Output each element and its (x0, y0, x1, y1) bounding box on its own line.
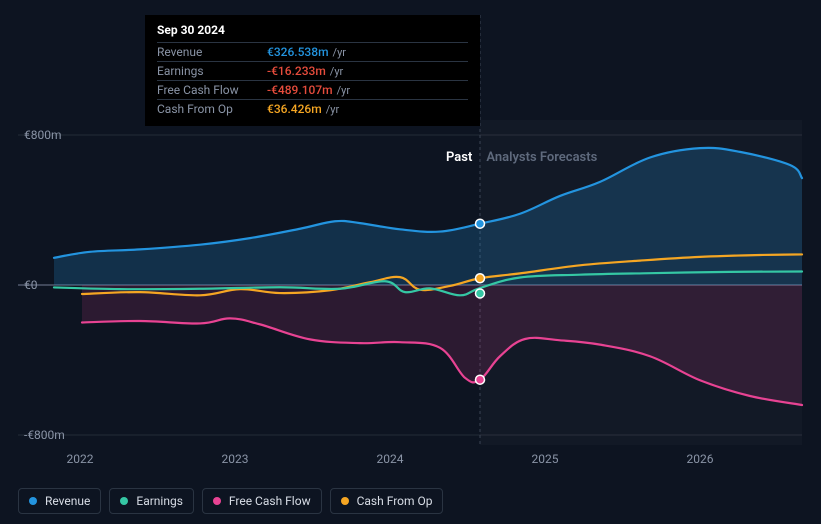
legend-item-earnings[interactable]: Earnings (109, 488, 194, 514)
legend-item-label: Cash From Op (357, 494, 433, 508)
y-tick: €0 (24, 278, 38, 292)
tooltip-row-unit: /yr (326, 103, 339, 116)
x-tick: 2022 (67, 452, 94, 466)
tooltip-row-label: Cash From Op (157, 102, 267, 116)
tooltip-row-unit: /yr (337, 84, 350, 97)
legend-item-revenue[interactable]: Revenue (18, 488, 101, 514)
tooltip-row: Earnings-€16.233m/yr (157, 61, 468, 80)
tooltip-row-value: €36.426m (267, 102, 322, 116)
x-tick: 2024 (377, 452, 404, 466)
legend-dot-icon (120, 497, 128, 505)
legend-item-label: Earnings (136, 494, 183, 508)
tooltip-row-label: Free Cash Flow (157, 83, 267, 97)
tooltip-row: Cash From Op€36.426m/yr (157, 99, 468, 118)
tooltip-row-unit: /yr (330, 65, 343, 78)
legend-item-cfo[interactable]: Cash From Op (330, 488, 444, 514)
tooltip-row: Revenue€326.538m/yr (157, 42, 468, 61)
y-tick: -€800m (24, 428, 65, 442)
section-labels: Past Analysts Forecasts (446, 150, 597, 165)
tooltip-row-value: -€16.233m (267, 64, 326, 78)
forecast-label: Analysts Forecasts (486, 150, 597, 165)
legend-dot-icon (29, 497, 37, 505)
legend: Revenue Earnings Free Cash Flow Cash From O… (18, 488, 443, 514)
tooltip-row-value: €326.538m (267, 45, 329, 59)
legend-dot-icon (213, 497, 221, 505)
tooltip-title: Sep 30 2024 (157, 23, 468, 37)
x-tick: 2023 (222, 452, 249, 466)
legend-item-label: Free Cash Flow (229, 494, 311, 508)
tooltip: Sep 30 2024 Revenue€326.538m/yrEarnings-… (145, 15, 480, 126)
tooltip-rows: Revenue€326.538m/yrEarnings-€16.233m/yrF… (157, 42, 468, 118)
tooltip-row-value: -€489.107m (267, 83, 333, 97)
tooltip-row-unit: /yr (333, 46, 346, 59)
past-label: Past (446, 150, 472, 165)
legend-item-fcf[interactable]: Free Cash Flow (202, 488, 322, 514)
tooltip-row-label: Revenue (157, 45, 267, 59)
x-tick: 2026 (687, 452, 714, 466)
legend-item-label: Revenue (45, 494, 90, 508)
legend-dot-icon (341, 497, 349, 505)
x-tick: 2025 (532, 452, 559, 466)
chart-container: Past Analysts Forecasts Sep 30 2024 Reve… (0, 0, 821, 524)
y-tick: €800m (24, 128, 62, 142)
tooltip-row-label: Earnings (157, 64, 267, 78)
tooltip-row: Free Cash Flow-€489.107m/yr (157, 80, 468, 99)
